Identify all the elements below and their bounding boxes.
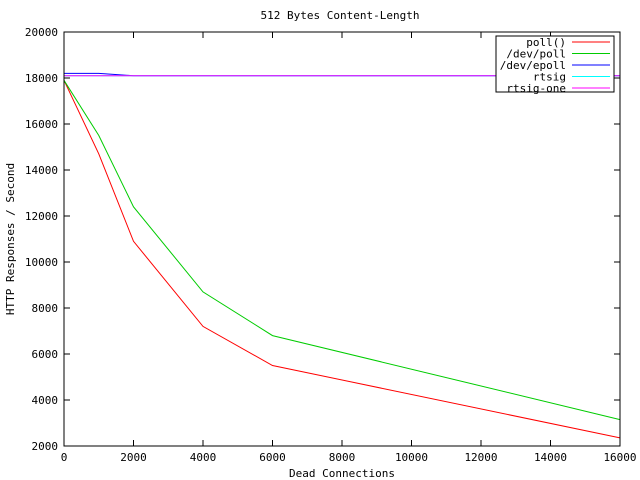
x-tick-label: 12000 — [464, 451, 497, 464]
x-tick-label: 14000 — [534, 451, 567, 464]
x-tick-label: 8000 — [329, 451, 356, 464]
legend-entry-label: poll() — [526, 36, 566, 49]
y-tick-label: 14000 — [25, 164, 58, 177]
legend-box — [495, 35, 615, 93]
series-line-poll — [63, 80, 621, 439]
y-tick-label: 10000 — [25, 256, 58, 269]
x-tick-label: 16000 — [603, 451, 636, 464]
plot-frame — [63, 31, 621, 447]
x-tick-label: 4000 — [190, 451, 217, 464]
series-line-dev-poll — [63, 80, 621, 421]
legend-entry-label: /dev/poll — [506, 48, 566, 61]
y-tick-label: 6000 — [32, 348, 59, 361]
y-tick-label: 18000 — [25, 72, 58, 85]
legend-entry-label: rtsig — [533, 71, 566, 84]
y-tick-label: 8000 — [32, 302, 59, 315]
x-tick-label: 0 — [61, 451, 68, 464]
legend-entry-label: rtsig-one — [506, 82, 566, 95]
y-axis-label: HTTP Responses / Second — [4, 163, 17, 315]
y-tick-label: 16000 — [25, 118, 58, 131]
x-axis-label: Dead Connections — [289, 467, 395, 480]
y-tick-label: 20000 — [25, 26, 58, 39]
x-tick-label: 2000 — [120, 451, 147, 464]
axis-ticks: 0 2000 4000 6000 8000 10000 12000 14000 16000200… — [25, 26, 637, 464]
y-tick-label: 12000 — [25, 210, 58, 223]
y-tick-label: 2000 — [32, 440, 59, 453]
chart-title: 512 Bytes Content-Length — [261, 9, 420, 22]
series-lines — [63, 72, 621, 439]
x-tick-label: 6000 — [259, 451, 286, 464]
x-tick-label: 10000 — [395, 451, 428, 464]
legend-entry-label: /dev/epoll — [500, 59, 566, 72]
y-tick-label: 4000 — [32, 394, 59, 407]
